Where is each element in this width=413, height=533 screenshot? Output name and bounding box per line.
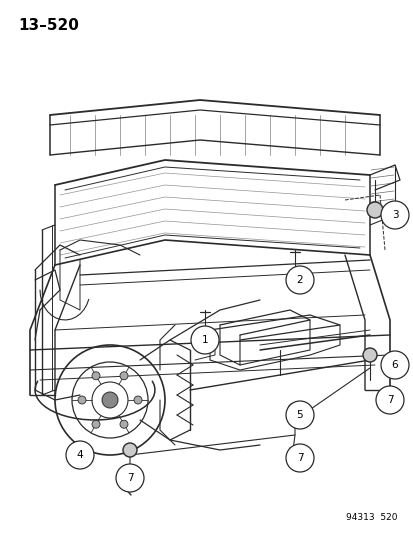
Text: 2: 2 — [296, 275, 303, 285]
Circle shape — [285, 401, 313, 429]
Circle shape — [123, 443, 137, 457]
Text: 7: 7 — [296, 453, 303, 463]
Text: 3: 3 — [391, 210, 397, 220]
Text: 94313  520: 94313 520 — [346, 513, 397, 522]
Circle shape — [287, 403, 301, 417]
Text: 5: 5 — [296, 410, 303, 420]
Circle shape — [92, 420, 100, 428]
Circle shape — [120, 372, 128, 379]
Text: 7: 7 — [126, 473, 133, 483]
Circle shape — [120, 420, 128, 428]
Circle shape — [197, 337, 212, 353]
Circle shape — [92, 372, 100, 379]
Text: 7: 7 — [386, 395, 392, 405]
Circle shape — [380, 201, 408, 229]
Text: 13–520: 13–520 — [18, 18, 79, 33]
Text: 4: 4 — [76, 450, 83, 460]
Circle shape — [102, 392, 118, 408]
Circle shape — [190, 326, 218, 354]
Circle shape — [66, 441, 94, 469]
Circle shape — [286, 272, 302, 288]
Circle shape — [366, 202, 382, 218]
Text: 1: 1 — [201, 335, 208, 345]
Circle shape — [78, 396, 86, 404]
Text: 6: 6 — [391, 360, 397, 370]
Circle shape — [116, 464, 144, 492]
Circle shape — [134, 396, 142, 404]
Circle shape — [362, 348, 376, 362]
Circle shape — [285, 266, 313, 294]
Circle shape — [380, 351, 408, 379]
Circle shape — [375, 386, 403, 414]
Circle shape — [285, 444, 313, 472]
